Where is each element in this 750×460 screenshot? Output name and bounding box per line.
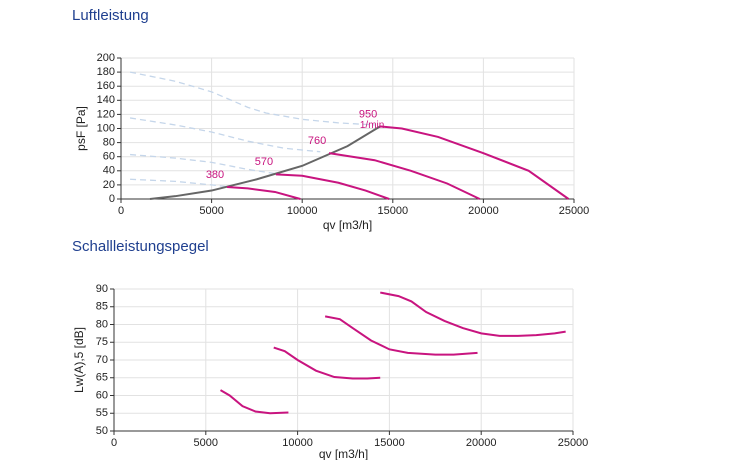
- line-series: [130, 153, 276, 175]
- line-series: [380, 125, 570, 200]
- series-label: 380: [206, 169, 224, 181]
- line-series: [129, 117, 321, 153]
- y-tick-label: 100: [97, 122, 115, 134]
- x-tick-label: 5000: [199, 205, 223, 217]
- line-series: [149, 125, 381, 200]
- chart-title: Schallleistungspegel: [72, 238, 209, 255]
- line-series: [380, 291, 566, 337]
- x-axis-label: qv [m3/h]: [319, 447, 368, 460]
- y-tick-label: 40: [103, 165, 115, 177]
- x-tick-label: 0: [111, 437, 117, 449]
- x-tick-label: 25000: [559, 205, 590, 217]
- line-series: [324, 315, 478, 356]
- y-tick-label: 50: [96, 425, 108, 437]
- x-tick-label: 15000: [378, 205, 409, 217]
- y-tick-label: 120: [97, 108, 115, 120]
- y-tick-label: 70: [96, 354, 108, 366]
- line-series: [328, 152, 481, 200]
- y-tick-label: 90: [96, 283, 108, 295]
- x-tick-label: 0: [118, 205, 124, 217]
- line-series: [129, 71, 375, 126]
- y-tick-label: 60: [96, 389, 108, 401]
- line-series: [226, 186, 301, 200]
- line-series: [130, 178, 230, 188]
- y-tick-label: 160: [97, 80, 115, 92]
- y-tick-label: 20: [103, 179, 115, 191]
- series-label: 760: [308, 135, 326, 147]
- x-tick-label: 25000: [558, 437, 589, 449]
- x-axis-label: qv [m3/h]: [323, 218, 372, 232]
- y-axis-label: psF [Pa]: [74, 106, 88, 151]
- line-series: [273, 346, 381, 380]
- unit-label: 1/min: [360, 120, 384, 131]
- x-tick-label: 10000: [282, 437, 313, 449]
- y-tick-label: 80: [103, 137, 115, 149]
- line-series: [219, 389, 289, 415]
- series-label: 570: [255, 156, 273, 168]
- y-tick-label: 80: [96, 318, 108, 330]
- y-tick-label: 180: [97, 66, 115, 78]
- line-series: [275, 173, 390, 200]
- y-axis-label: Lw(A),5 [dB]: [72, 327, 86, 393]
- y-tick-label: 140: [97, 94, 115, 106]
- y-tick-label: 0: [109, 193, 115, 205]
- y-tick-label: 60: [103, 151, 115, 163]
- series-label: 950: [359, 108, 377, 120]
- x-tick-label: 20000: [466, 437, 497, 449]
- x-tick-label: 20000: [468, 205, 499, 217]
- y-tick-label: 85: [96, 301, 108, 313]
- y-tick-label: 65: [96, 372, 108, 384]
- x-tick-label: 5000: [194, 437, 218, 449]
- y-tick-label: 55: [96, 407, 108, 419]
- x-tick-label: 15000: [374, 437, 405, 449]
- chart-title: Luftleistung: [72, 7, 149, 24]
- y-tick-label: 75: [96, 336, 108, 348]
- x-tick-label: 10000: [287, 205, 318, 217]
- y-tick-label: 200: [97, 52, 115, 64]
